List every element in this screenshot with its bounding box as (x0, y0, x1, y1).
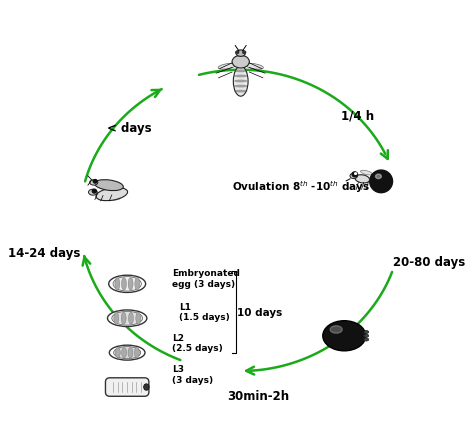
Ellipse shape (94, 180, 123, 190)
Ellipse shape (107, 187, 123, 190)
Text: 20-80 days: 20-80 days (392, 256, 465, 269)
Ellipse shape (352, 172, 357, 177)
Text: Embryonated
egg (3 days): Embryonated egg (3 days) (172, 269, 240, 289)
Ellipse shape (135, 277, 140, 290)
Ellipse shape (90, 180, 98, 185)
Ellipse shape (218, 63, 236, 69)
Ellipse shape (350, 173, 357, 179)
Ellipse shape (144, 384, 149, 390)
Ellipse shape (323, 321, 366, 351)
Ellipse shape (361, 170, 372, 175)
Ellipse shape (93, 179, 97, 183)
Text: 30min-2h: 30min-2h (228, 390, 290, 403)
Text: L1
(1.5 days): L1 (1.5 days) (179, 303, 229, 322)
Ellipse shape (375, 174, 382, 179)
Ellipse shape (330, 326, 342, 333)
Ellipse shape (232, 56, 249, 68)
Ellipse shape (234, 75, 247, 77)
Ellipse shape (108, 310, 147, 326)
Ellipse shape (233, 66, 248, 96)
Ellipse shape (355, 173, 356, 174)
Text: Ovulation 8$^{th}$ -10$^{th}$ days: Ovulation 8$^{th}$ -10$^{th}$ days (232, 179, 370, 195)
Ellipse shape (355, 175, 370, 183)
Text: L3
(3 days): L3 (3 days) (172, 365, 213, 385)
Ellipse shape (243, 51, 246, 53)
Ellipse shape (109, 275, 146, 293)
Text: 1/4 h: 1/4 h (340, 109, 374, 122)
Ellipse shape (109, 345, 145, 360)
Ellipse shape (134, 347, 139, 358)
Ellipse shape (128, 312, 133, 324)
Ellipse shape (122, 347, 127, 358)
Ellipse shape (234, 80, 247, 82)
Ellipse shape (234, 90, 247, 92)
Ellipse shape (128, 277, 133, 290)
Ellipse shape (112, 311, 143, 325)
Ellipse shape (364, 330, 369, 334)
Ellipse shape (108, 380, 147, 394)
Text: 10 days: 10 days (237, 308, 282, 318)
Ellipse shape (121, 312, 126, 324)
Ellipse shape (121, 277, 127, 290)
Ellipse shape (89, 189, 97, 195)
Ellipse shape (364, 338, 369, 341)
Ellipse shape (114, 346, 141, 359)
Text: L2
(2.5 days): L2 (2.5 days) (172, 334, 223, 354)
Ellipse shape (234, 85, 247, 87)
Ellipse shape (103, 196, 120, 200)
Ellipse shape (113, 276, 141, 291)
Ellipse shape (96, 187, 128, 201)
Ellipse shape (115, 347, 120, 358)
Ellipse shape (114, 312, 119, 324)
FancyBboxPatch shape (105, 378, 149, 396)
Ellipse shape (370, 170, 392, 192)
Ellipse shape (115, 277, 120, 290)
Ellipse shape (236, 50, 246, 56)
Ellipse shape (92, 189, 96, 193)
Text: < days: < days (107, 122, 151, 135)
Ellipse shape (245, 63, 264, 69)
Ellipse shape (236, 51, 239, 53)
Ellipse shape (234, 70, 247, 72)
Ellipse shape (136, 312, 141, 324)
Ellipse shape (128, 347, 133, 358)
Ellipse shape (364, 334, 369, 337)
Text: 14-24 days: 14-24 days (8, 247, 80, 260)
